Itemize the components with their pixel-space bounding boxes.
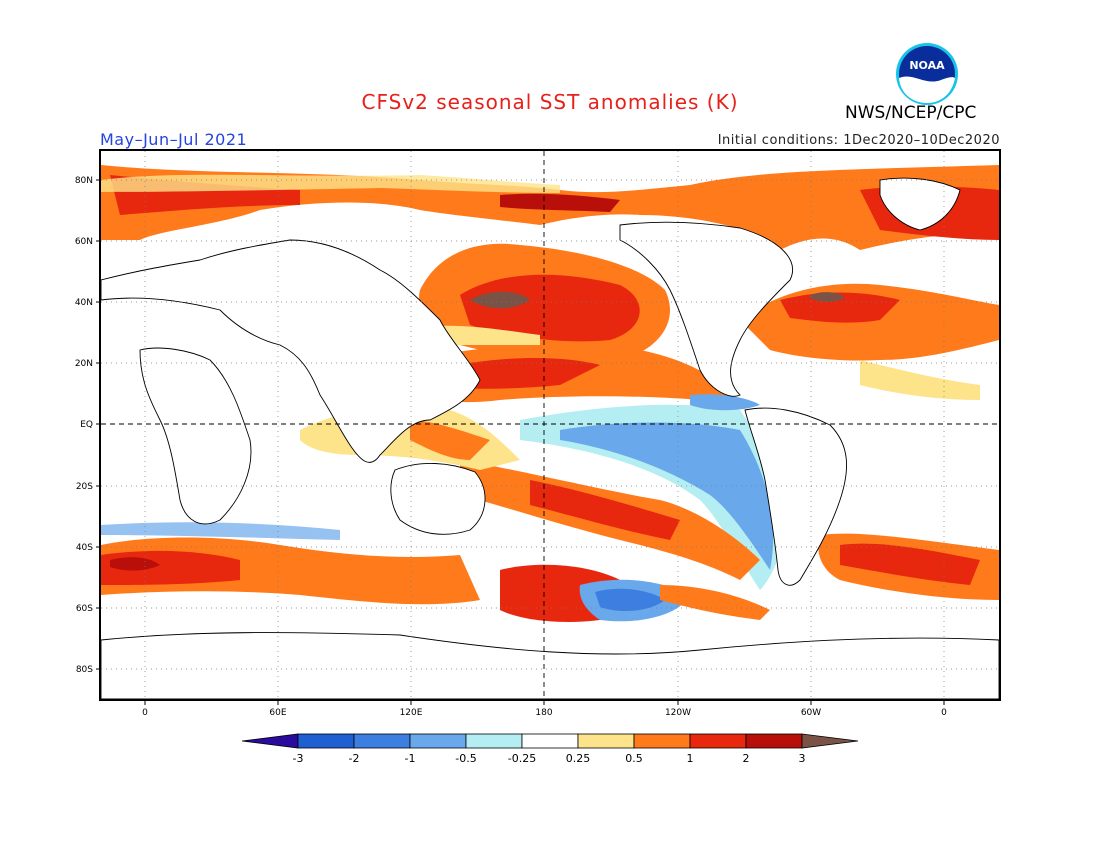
eurasia-landmass	[101, 239, 481, 463]
lat-label-60n: 60N	[75, 237, 93, 247]
so-blue-band	[101, 522, 340, 540]
lat-ticks	[96, 179, 101, 670]
greenland-landmass	[879, 177, 961, 231]
antarctica-landmass	[101, 632, 999, 699]
australia-landmass	[390, 463, 486, 535]
colorbar-tick: 0.5	[625, 752, 643, 765]
noaa-logo-icon: NOAA	[896, 43, 958, 105]
colorbar-bin	[633, 733, 691, 749]
colorbar-bin	[745, 733, 803, 749]
lat-label-40n: 40N	[75, 298, 93, 308]
lat-label-40s: 40S	[76, 543, 93, 553]
so-darkred-west	[110, 557, 160, 571]
so-red-atl	[840, 543, 980, 585]
arctic-yellow	[101, 174, 560, 193]
colorbar-tick: -0.25	[508, 752, 536, 765]
colorbar-tick: 0.25	[566, 752, 591, 765]
lon-ticks	[144, 700, 945, 705]
cold-patch-eq	[690, 394, 760, 411]
so-blue-dark	[595, 588, 665, 612]
npac-brown	[470, 291, 530, 309]
colorbar	[241, 733, 859, 749]
colorbar-tick: -2	[349, 752, 360, 765]
initial-conditions-label: Initial conditions: 1Dec2020–10Dec2020	[717, 133, 1000, 148]
land-masses	[101, 177, 999, 699]
colorbar-tick: -3	[293, 752, 304, 765]
lat-label-20s: 20S	[76, 482, 93, 492]
lon-label-60e: 60E	[269, 708, 286, 718]
colorbar-bin	[297, 733, 355, 749]
spac-red	[530, 480, 680, 540]
colorbar-tick: 1	[687, 752, 694, 765]
colorbar-bin	[689, 733, 747, 749]
lat-label-20n: 20N	[75, 359, 93, 369]
natl-red	[780, 292, 900, 323]
colorbar-bin	[521, 733, 579, 749]
lon-label-120e: 120E	[400, 708, 423, 718]
lon-label-0-east: 0	[941, 708, 947, 718]
cold-tongue-mid	[560, 422, 774, 570]
agency-label: NWS/NCEP/CPC	[845, 103, 977, 123]
lat-label-80n: 80N	[75, 176, 93, 186]
colorbar-tick: 2	[743, 752, 750, 765]
bering-dark-red	[500, 193, 620, 212]
lat-label-60s: 60S	[76, 604, 93, 614]
colorbar-bin	[465, 733, 523, 749]
anomaly-field	[101, 165, 999, 622]
colorbar-bin	[577, 733, 635, 749]
lat-label-eq: EQ	[80, 420, 93, 430]
colorbar-tick: 3	[799, 752, 806, 765]
lon-label-180: 180	[535, 708, 552, 718]
colorbar-cap-high	[801, 733, 859, 749]
africa-landmass	[139, 347, 252, 525]
lat-label-80s: 80S	[76, 665, 93, 675]
colorbar-tick: -0.5	[455, 752, 476, 765]
colorbar-bin	[353, 733, 411, 749]
natl-brown	[810, 292, 845, 302]
logo-lettering: NOAA	[909, 59, 945, 72]
lon-label-120w: 120W	[665, 708, 691, 718]
map-frame	[99, 149, 1001, 701]
lon-label-0-west: 0	[142, 708, 148, 718]
tatl-yellow	[860, 360, 980, 400]
lon-label-60w: 60W	[801, 708, 821, 718]
south-america-landmass	[744, 407, 848, 586]
colorbar-tick: -1	[405, 752, 416, 765]
maritime-orange	[410, 420, 490, 460]
npac-red	[460, 274, 640, 342]
colorbar-cap-low	[241, 733, 299, 749]
colorbar-bin	[409, 733, 467, 749]
season-label: May–Jun–Jul 2021	[100, 130, 248, 149]
chart-title: CFSv2 seasonal SST anomalies (K)	[361, 90, 739, 114]
so-orange-east	[660, 585, 770, 620]
